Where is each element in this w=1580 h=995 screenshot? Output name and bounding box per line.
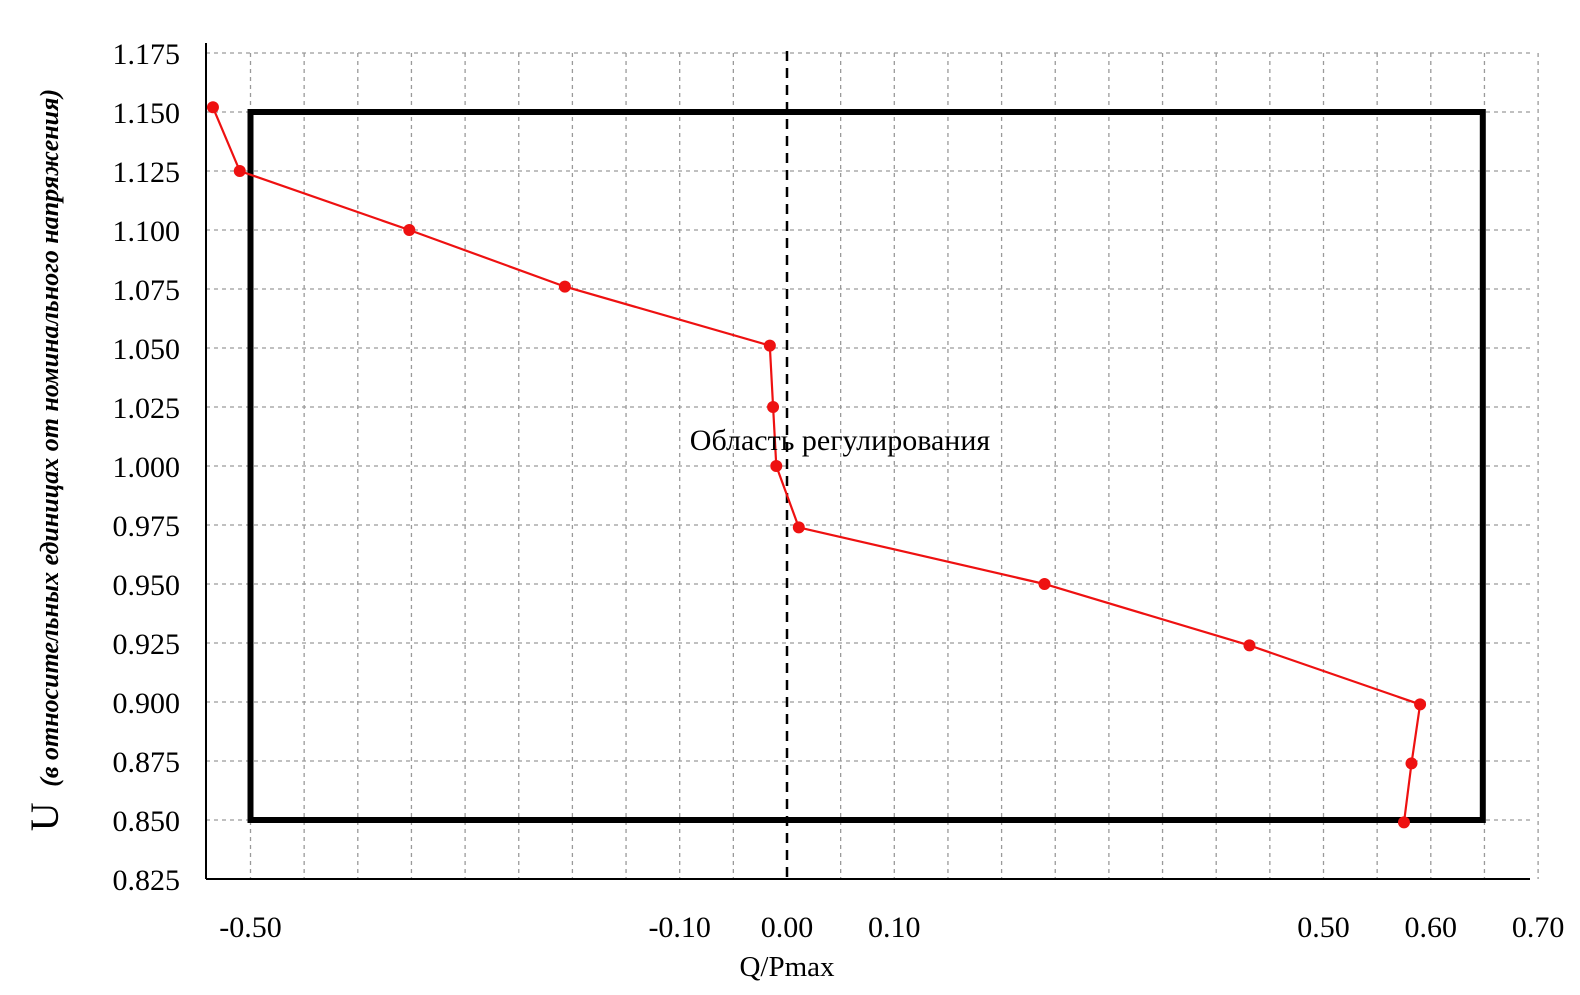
x-tick-label: 0.70: [1512, 911, 1565, 944]
y-tick-label: 0.925: [113, 628, 181, 661]
data-point: [1397, 816, 1410, 829]
y-tick-label: 1.125: [113, 156, 181, 189]
x-tick-label: -0.50: [219, 911, 282, 944]
y-tick-label: 1.150: [113, 97, 181, 130]
svg-text:U (в относительных едини: U (в относительных единицах от номинальн…: [22, 89, 67, 831]
y-tick-labels: 0.825 0.850 0.875 0.900 0.925 0.950 0.975 1.000…: [113, 38, 181, 897]
x-tick-labels: -0.50 -0.10 0.00 0.10 0.50 0.60 0.70: [219, 911, 1564, 944]
data-point: [767, 401, 780, 413]
y-axis-title-main: U: [22, 802, 67, 831]
y-axis-title: U (в относительных единицах от номинальн…: [22, 89, 67, 831]
grid: [206, 52, 1539, 879]
x-tick-label: 0.00: [761, 911, 814, 944]
data-point: [1414, 698, 1427, 711]
y-tick-label: 1.175: [113, 38, 181, 71]
y-tick-label: 1.100: [113, 215, 181, 248]
data-point: [1038, 578, 1051, 590]
data-point: [206, 101, 219, 114]
data-point: [763, 339, 776, 352]
data-point: [770, 460, 783, 472]
y-tick-label: 1.050: [113, 333, 181, 366]
y-tick-label: 0.900: [113, 687, 181, 720]
data-point: [403, 224, 416, 236]
data-point: [233, 165, 246, 177]
y-tick-label: 0.850: [113, 805, 181, 838]
y-tick-label: 0.975: [113, 510, 181, 543]
y-tick-label: 1.000: [113, 451, 181, 484]
data-point: [1243, 639, 1256, 652]
y-tick-label: 0.875: [113, 746, 181, 779]
x-tick-label: 0.50: [1297, 911, 1350, 944]
y-tick-label: 1.025: [113, 392, 181, 425]
x-axis-title: Q/Pmax: [739, 951, 835, 983]
x-tick-label: 0.10: [868, 911, 921, 944]
x-tick-label: 0.60: [1405, 911, 1458, 944]
series-line: [211, 106, 1422, 823]
y-tick-label: 0.825: [113, 864, 181, 897]
y-tick-label: 0.950: [113, 569, 181, 602]
regulation-region-box: [247, 109, 1486, 823]
x-tick-label: -0.10: [648, 911, 711, 944]
series-group: [206, 101, 1427, 829]
data-point: [1405, 757, 1418, 770]
region-annotation: Область регулирования: [690, 424, 991, 457]
y-tick-label: 1.075: [113, 274, 181, 307]
data-point: [558, 280, 571, 293]
data-point: [792, 521, 805, 534]
y-axis-title-sub: (в относительных единицах от номинальног…: [35, 89, 64, 787]
